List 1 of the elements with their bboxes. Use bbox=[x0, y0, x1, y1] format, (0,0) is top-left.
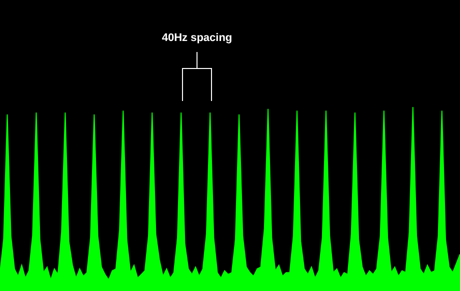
text: 40Hz spacing bbox=[160, 32, 234, 44]
